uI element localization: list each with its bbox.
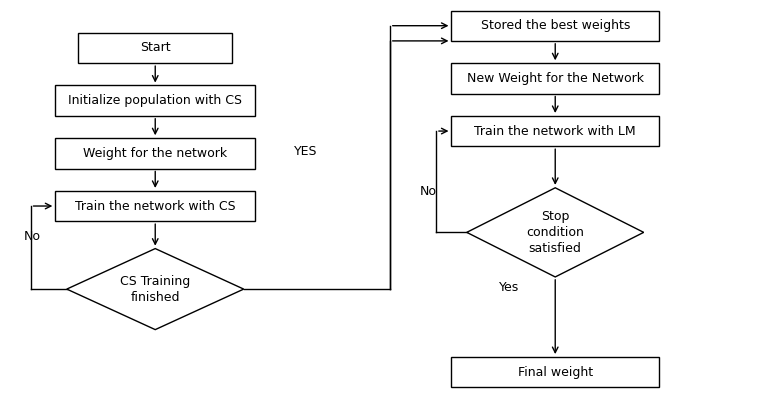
Text: Yes: Yes	[499, 281, 520, 294]
Text: New Weight for the Network: New Weight for the Network	[467, 72, 644, 85]
FancyBboxPatch shape	[56, 191, 256, 221]
Text: No: No	[24, 230, 41, 243]
Text: Weight for the network: Weight for the network	[83, 147, 227, 160]
FancyBboxPatch shape	[452, 11, 659, 41]
Text: No: No	[420, 185, 437, 198]
Text: Train the network with CS: Train the network with CS	[75, 200, 235, 213]
FancyBboxPatch shape	[452, 357, 659, 387]
Text: CS Training
finished: CS Training finished	[120, 275, 191, 304]
Text: Final weight: Final weight	[518, 366, 593, 379]
Polygon shape	[467, 188, 644, 277]
Polygon shape	[66, 248, 244, 330]
Text: Initialize population with CS: Initialize population with CS	[68, 94, 242, 107]
Text: Start: Start	[140, 42, 171, 55]
FancyBboxPatch shape	[452, 63, 659, 93]
Text: Stop
condition
satisfied: Stop condition satisfied	[527, 210, 584, 255]
Text: Train the network with LM: Train the network with LM	[475, 124, 636, 137]
FancyBboxPatch shape	[56, 138, 256, 169]
Text: YES: YES	[293, 145, 317, 158]
FancyBboxPatch shape	[78, 33, 232, 63]
Text: Stored the best weights: Stored the best weights	[480, 19, 630, 32]
FancyBboxPatch shape	[452, 116, 659, 146]
FancyBboxPatch shape	[56, 85, 256, 116]
